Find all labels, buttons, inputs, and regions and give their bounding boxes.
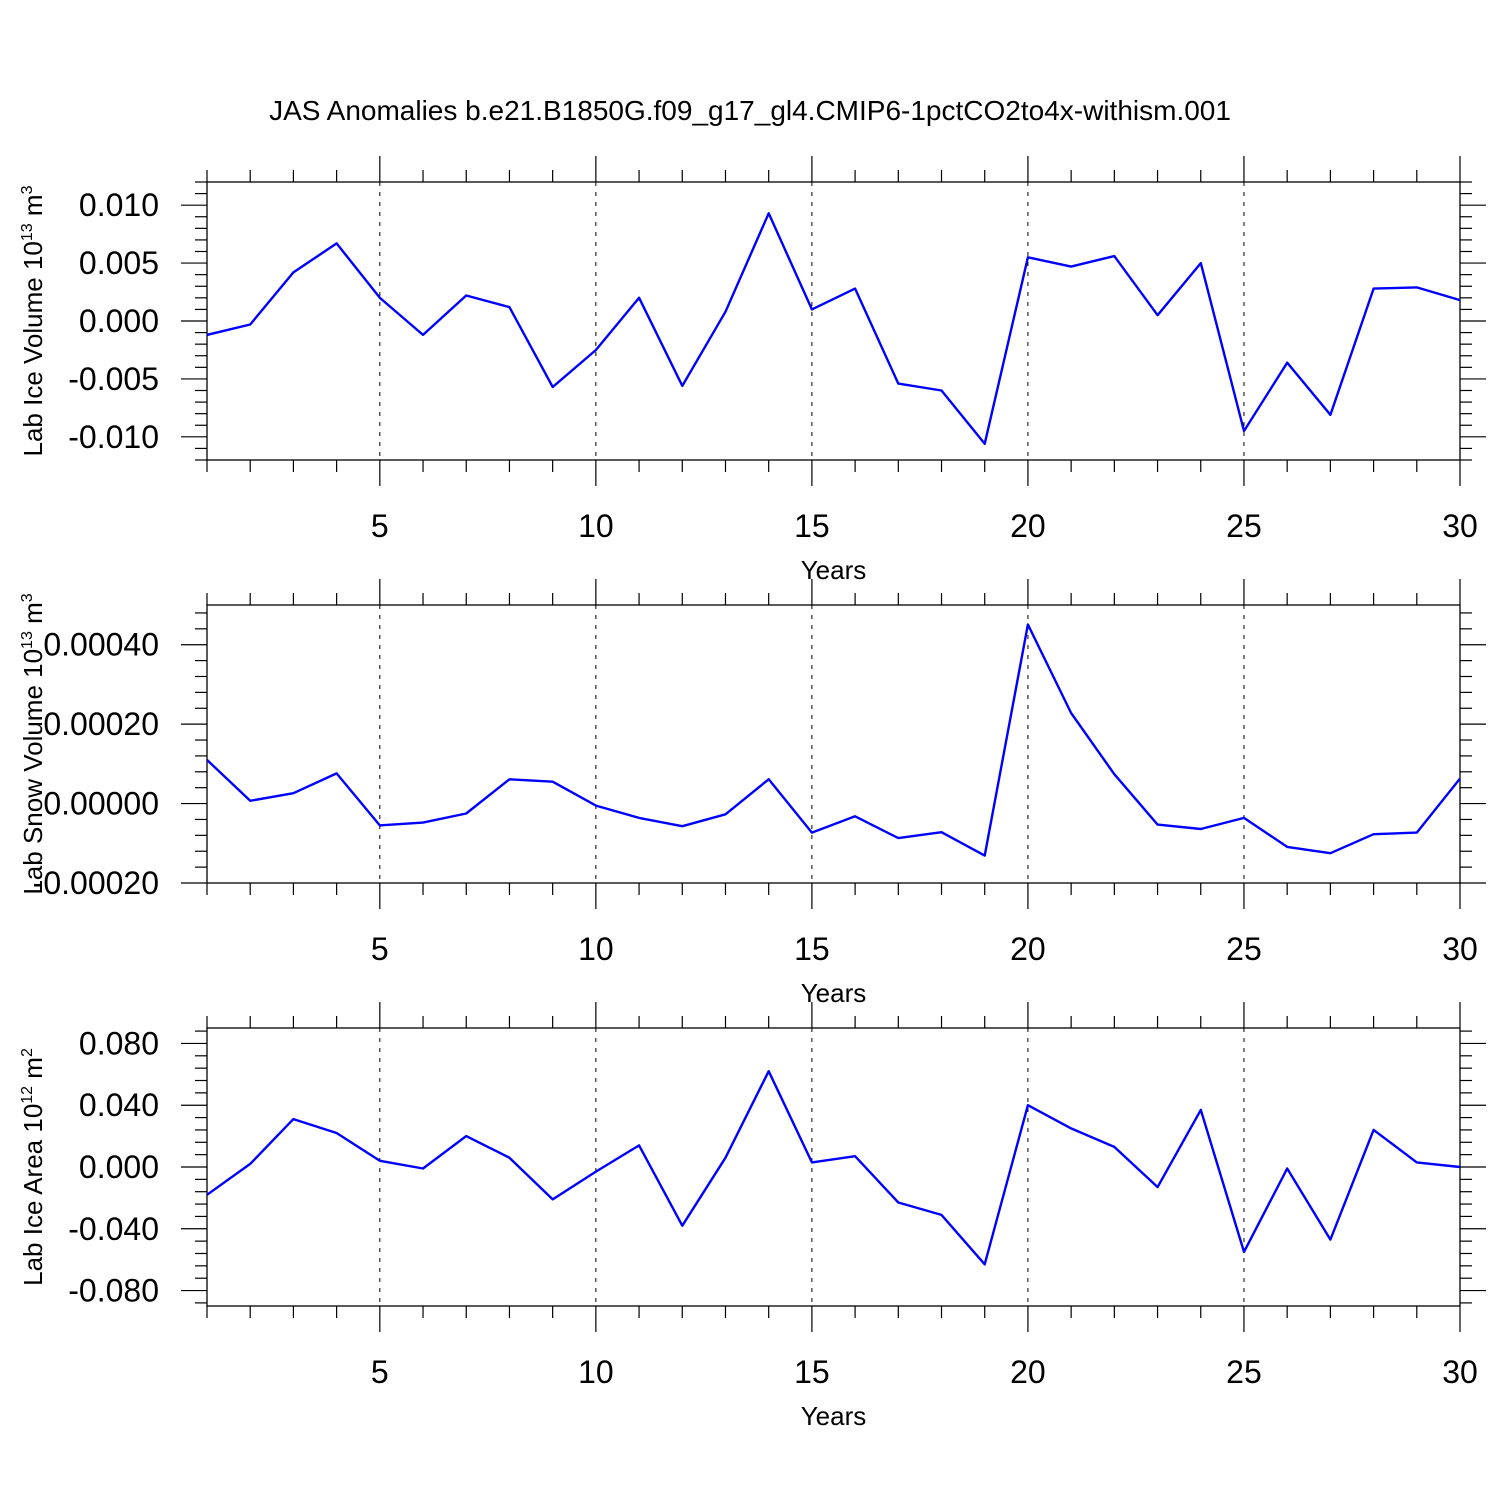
x-tick-label: 20 <box>1010 931 1046 967</box>
series-line <box>207 1069 1460 1266</box>
y-tick-label: 0.080 <box>79 1025 159 1061</box>
figure-title: JAS Anomalies b.e21.B1850G.f09_g17_gl4.C… <box>269 95 1231 126</box>
chart-panel-2: -0.00020 0.00000 0.00020 0.00040 5 10 15 20 25 30… <box>18 579 1486 1008</box>
y-tick-label: -0.005 <box>68 361 159 397</box>
x-axis-label: Years <box>801 1401 867 1431</box>
y-tick-label: 0.00020 <box>43 706 159 742</box>
y-tick-label: -0.080 <box>68 1273 159 1309</box>
y-tick-label: 0.00040 <box>43 627 159 663</box>
x-axis-label: Years <box>801 978 867 1008</box>
x-tick-label: 30 <box>1442 931 1478 967</box>
y-tick-label: -0.010 <box>68 419 159 455</box>
plot-frame <box>206 181 1461 461</box>
x-tick-label: 30 <box>1442 1354 1478 1390</box>
y-tick-label: 0.010 <box>79 187 159 223</box>
y-tick-label: 0.040 <box>79 1087 159 1123</box>
x-tick-label: 15 <box>794 1354 830 1390</box>
y-tick-label: 0.00000 <box>43 786 159 822</box>
panels-group: -0.010 -0.005 0.000 0.005 0.010 5 10 15 20 25 30 Ye… <box>18 156 1486 1431</box>
x-tick-label: 5 <box>371 931 389 967</box>
x-tick-label: 15 <box>794 508 830 544</box>
x-tick-label: 10 <box>578 508 614 544</box>
y-axis-label: Lab Ice Area 1012 m2 <box>18 1048 48 1286</box>
series-line <box>207 212 1460 445</box>
y-tick-label: 0.000 <box>79 303 159 339</box>
x-tick-label: 30 <box>1442 508 1478 544</box>
y-axis-label: Lab Snow Volume 1013 m3 <box>18 593 48 894</box>
x-tick-label: 25 <box>1226 508 1262 544</box>
y-tick-label: 0.000 <box>79 1149 159 1185</box>
y-tick-label: -0.040 <box>68 1211 159 1247</box>
series-line <box>207 623 1460 857</box>
x-tick-label: 20 <box>1010 508 1046 544</box>
x-tick-label: 5 <box>371 508 389 544</box>
plot-frame <box>206 1027 1461 1307</box>
y-tick-label: 0.005 <box>79 245 159 281</box>
x-tick-label: 10 <box>578 1354 614 1390</box>
chart-panel-3: -0.080 -0.040 0.000 0.040 0.080 5 10 15 20 25 30 Ye… <box>18 1002 1486 1431</box>
x-tick-label: 10 <box>578 931 614 967</box>
x-tick-label: 20 <box>1010 1354 1046 1390</box>
x-tick-label: 5 <box>371 1354 389 1390</box>
y-tick-label: -0.00020 <box>33 865 159 901</box>
x-tick-label: 25 <box>1226 931 1262 967</box>
chart-panel-1: -0.010 -0.005 0.000 0.005 0.010 5 10 15 20 25 30 Ye… <box>18 156 1486 585</box>
x-tick-label: 15 <box>794 931 830 967</box>
plot-frame <box>206 604 1461 884</box>
x-axis-label: Years <box>801 555 867 585</box>
y-axis-label: Lab Ice Volume 1013 m3 <box>18 185 48 456</box>
x-tick-label: 25 <box>1226 1354 1262 1390</box>
